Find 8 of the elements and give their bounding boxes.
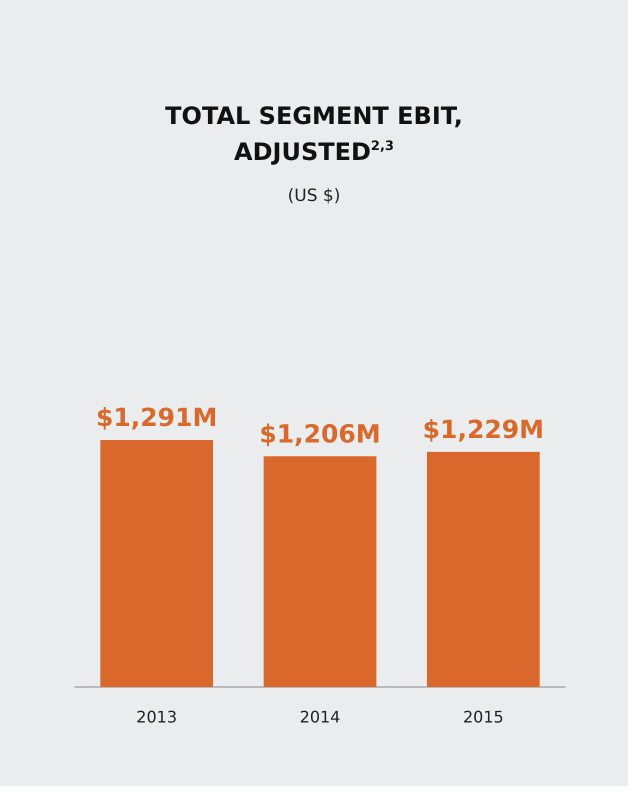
x-tick-label: 2013 [136,708,178,726]
chart-title: TOTAL SEGMENT EBIT, ADJUSTED$^{2,3}$ [164,101,464,168]
chart-subtitle: (US $) [286,186,342,206]
x-tick-label: 2014 [300,708,340,726]
data-label: $1,206M [259,419,381,448]
data-label: $1,229M [422,414,544,444]
x-tick-label: 2015 [462,708,504,726]
data-label: $1,291M [96,403,218,432]
